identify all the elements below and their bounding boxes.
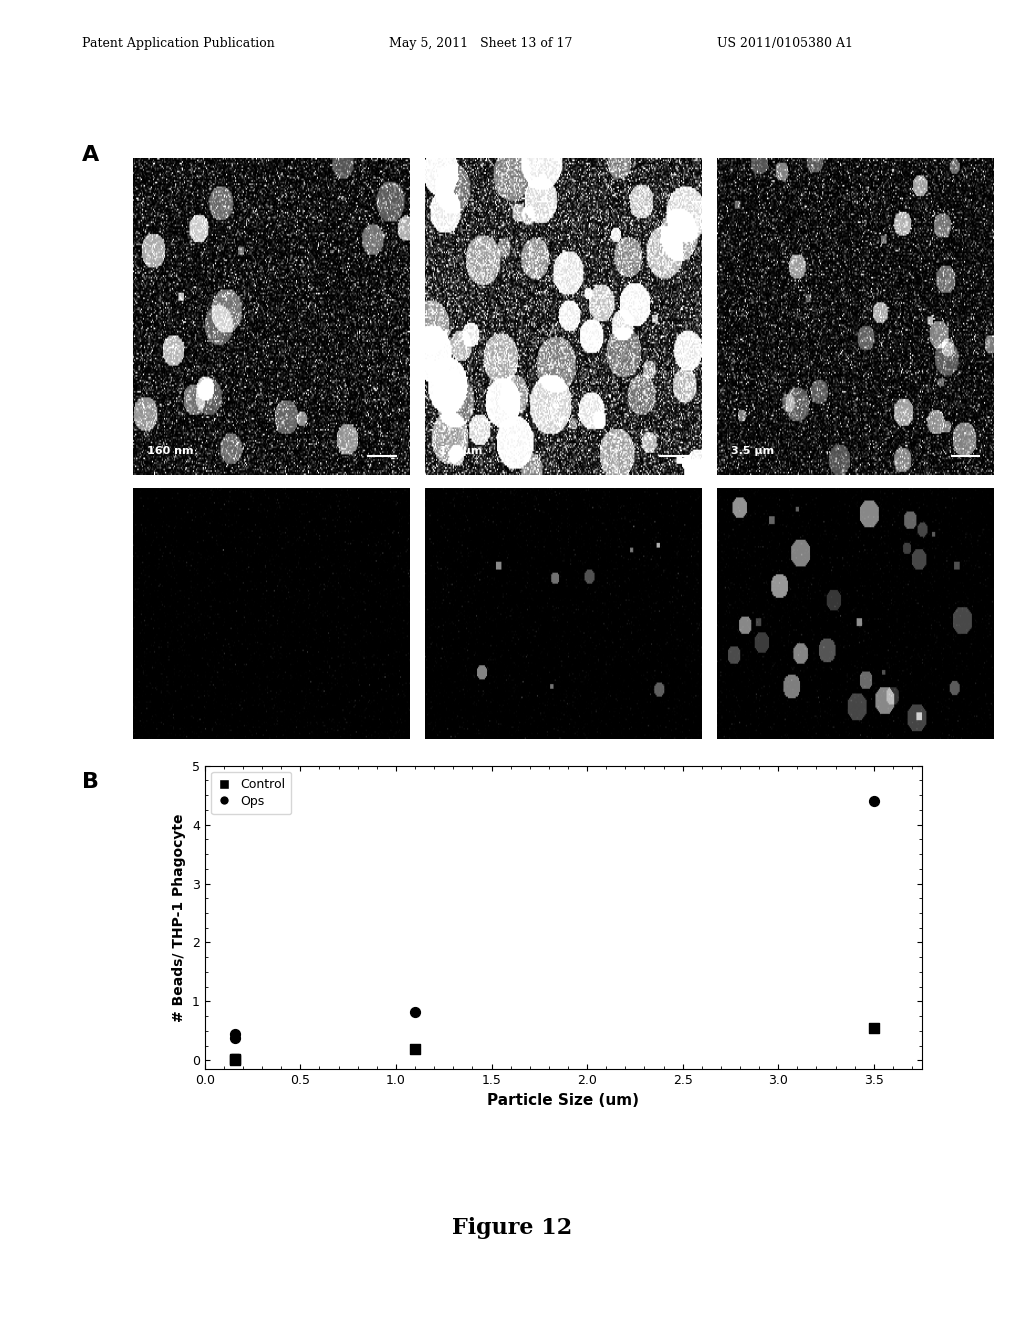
- Text: 1.1 μm: 1.1 μm: [439, 446, 482, 457]
- Text: Patent Application Publication: Patent Application Publication: [82, 37, 274, 50]
- Text: A: A: [82, 145, 99, 165]
- Point: [865, 791, 882, 812]
- Text: 160 nm: 160 nm: [147, 446, 194, 457]
- Text: May 5, 2011   Sheet 13 of 17: May 5, 2011 Sheet 13 of 17: [389, 37, 572, 50]
- Point: [407, 1038, 423, 1059]
- Text: 3.5 μm: 3.5 μm: [731, 446, 774, 457]
- Legend: Control, Ops: Control, Ops: [211, 772, 291, 814]
- Point: [227, 1049, 244, 1071]
- Text: US 2011/0105380 A1: US 2011/0105380 A1: [717, 37, 853, 50]
- Point: [227, 1027, 244, 1048]
- Point: [407, 1002, 423, 1023]
- X-axis label: Particle Size (um): Particle Size (um): [487, 1093, 639, 1107]
- Text: B: B: [82, 772, 99, 792]
- Point: [227, 1048, 244, 1069]
- Point: [865, 1018, 882, 1039]
- Y-axis label: # Beads/ THP-1 Phagocyte: # Beads/ THP-1 Phagocyte: [172, 813, 186, 1022]
- Point: [227, 1023, 244, 1044]
- Text: Figure 12: Figure 12: [452, 1217, 572, 1238]
